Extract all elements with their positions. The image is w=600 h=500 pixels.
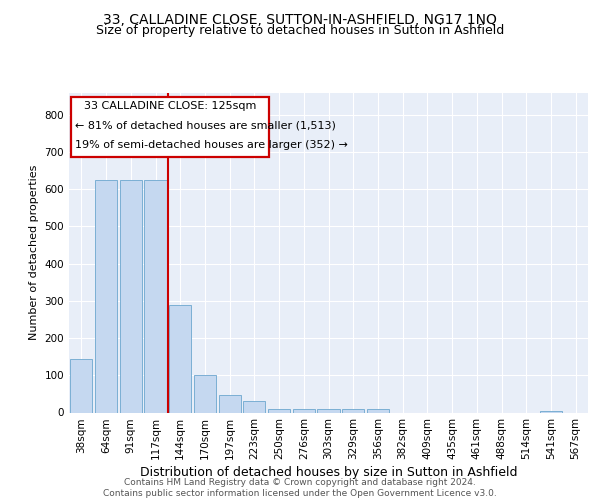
Bar — [218, 395, 241, 412]
Text: Size of property relative to detached houses in Sutton in Ashfield: Size of property relative to detached ho… — [96, 24, 504, 37]
Text: 33, CALLADINE CLOSE, SUTTON-IN-ASHFIELD, NG17 1NQ: 33, CALLADINE CLOSE, SUTTON-IN-ASHFIELD,… — [103, 12, 497, 26]
Bar — [119, 180, 142, 412]
FancyBboxPatch shape — [71, 97, 269, 156]
Bar — [95, 180, 117, 412]
Text: ← 81% of detached houses are smaller (1,513): ← 81% of detached houses are smaller (1,… — [74, 121, 335, 131]
Bar — [367, 409, 389, 412]
Bar — [268, 409, 290, 412]
Text: Contains HM Land Registry data © Crown copyright and database right 2024.
Contai: Contains HM Land Registry data © Crown c… — [103, 478, 497, 498]
Text: 19% of semi-detached houses are larger (352) →: 19% of semi-detached houses are larger (… — [74, 140, 347, 150]
X-axis label: Distribution of detached houses by size in Sutton in Ashfield: Distribution of detached houses by size … — [140, 466, 517, 479]
Text: 33 CALLADINE CLOSE: 125sqm: 33 CALLADINE CLOSE: 125sqm — [84, 102, 256, 112]
Bar — [70, 358, 92, 412]
Bar — [293, 409, 315, 412]
Bar — [145, 180, 167, 412]
Bar — [540, 410, 562, 412]
Bar — [169, 304, 191, 412]
Bar — [342, 409, 364, 412]
Bar — [317, 409, 340, 412]
Bar — [243, 400, 265, 412]
Y-axis label: Number of detached properties: Number of detached properties — [29, 165, 39, 340]
Bar — [194, 376, 216, 412]
